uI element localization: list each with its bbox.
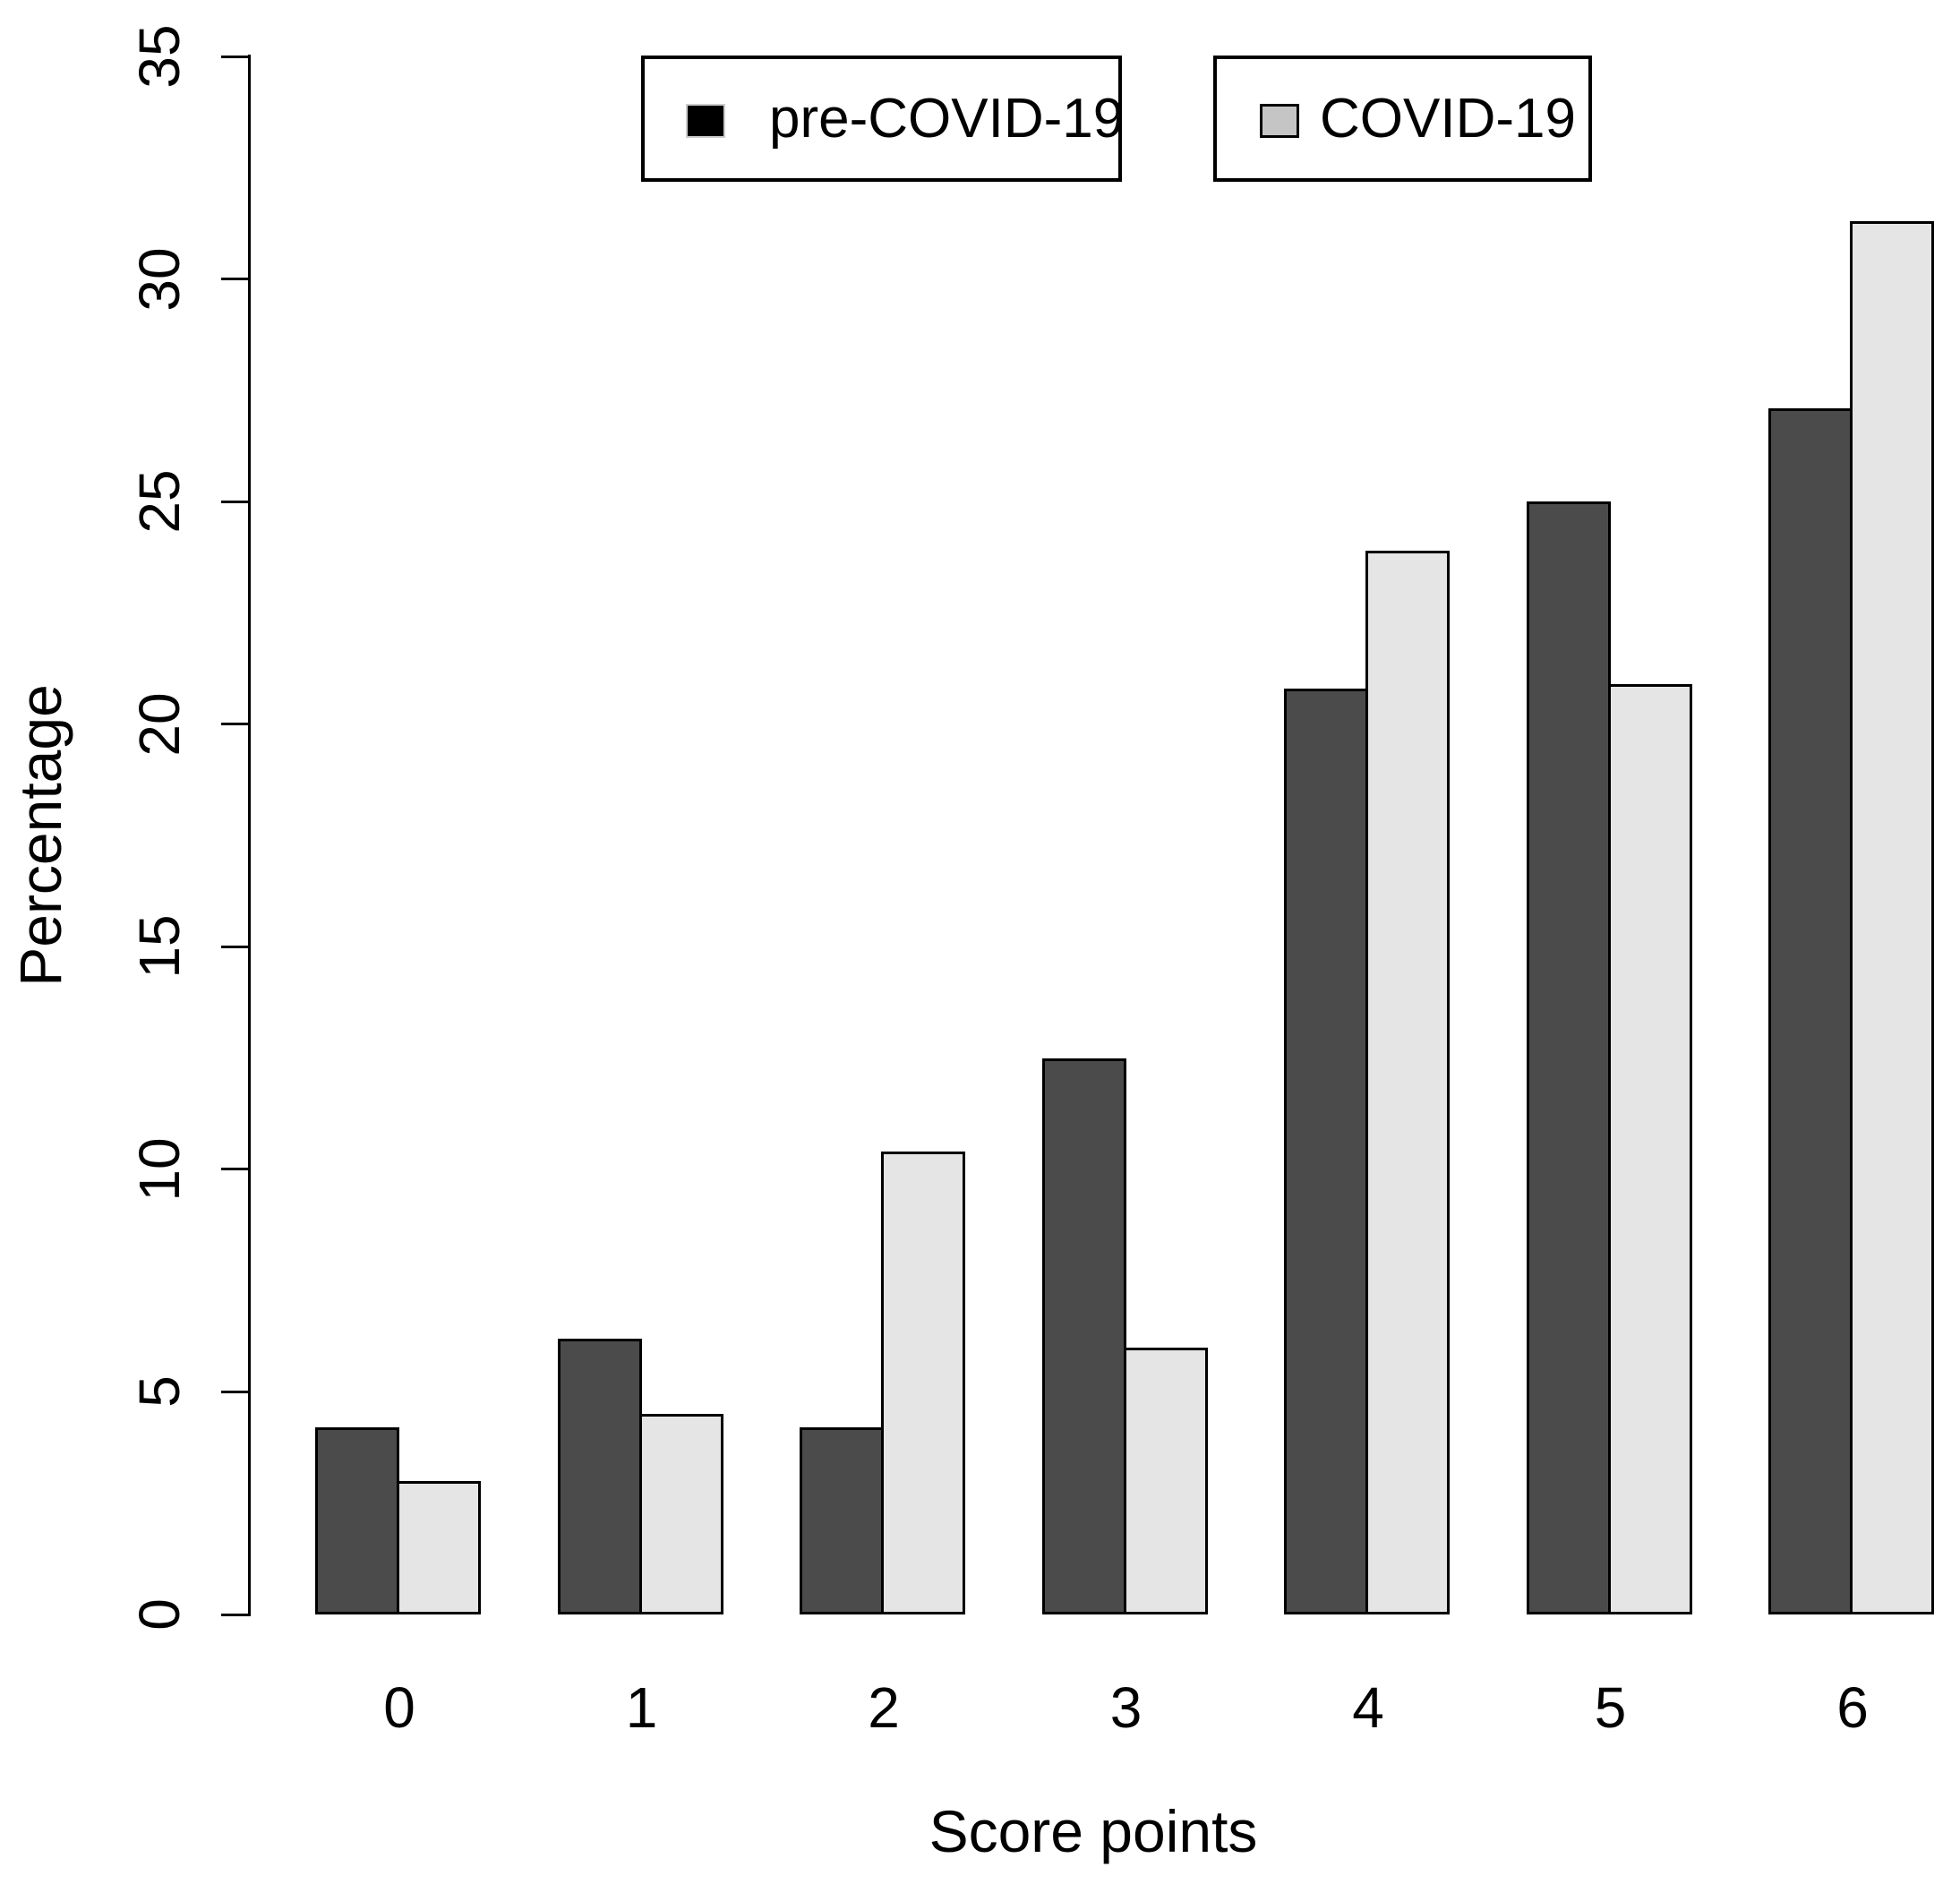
- y-axis-tick-15: [221, 945, 251, 948]
- bar-pre-COVID-19-score-1: [557, 1338, 642, 1614]
- x-tick-label-0: 0: [383, 1675, 415, 1740]
- bar-pre-COVID-19-score-5: [1526, 501, 1611, 1614]
- legend-label-covid: COVID-19: [1320, 88, 1576, 150]
- y-axis-tick-5: [221, 1390, 251, 1393]
- legend-box-pre-covid: pre-COVID-19: [641, 56, 1125, 182]
- y-tick-label-35: 35: [127, 24, 192, 89]
- y-axis-tick-35: [221, 55, 251, 58]
- y-tick-label-20: 20: [127, 692, 192, 757]
- y-tick-label-30: 30: [127, 246, 192, 312]
- y-tick-label-10: 10: [127, 1137, 192, 1202]
- bar-COVID-19-score-1: [638, 1414, 723, 1614]
- y-axis-line: [248, 55, 251, 1616]
- legend-box-covid: COVID-19: [1213, 56, 1592, 182]
- y-tick-label-0: 0: [127, 1598, 192, 1631]
- y-tick-label-15: 15: [127, 914, 192, 979]
- x-tick-label-3: 3: [1109, 1675, 1143, 1740]
- y-axis-tick-10: [221, 1168, 251, 1171]
- x-axis-title: Score points: [929, 1798, 1258, 1864]
- bar-pre-COVID-19-score-3: [1041, 1058, 1126, 1614]
- bar-pre-COVID-19-score-4: [1284, 688, 1368, 1614]
- bar-pre-COVID-19-score-2: [800, 1427, 884, 1614]
- legend-label-pre-covid: pre-COVID-19: [769, 88, 1125, 150]
- y-axis-title: Percentage: [7, 684, 73, 987]
- y-tick-label-5: 5: [127, 1375, 192, 1409]
- x-tick-label-4: 4: [1352, 1675, 1384, 1740]
- bar-COVID-19-score-2: [881, 1151, 965, 1614]
- bar-COVID-19-score-6: [1850, 220, 1934, 1614]
- x-tick-label-6: 6: [1836, 1675, 1869, 1740]
- y-axis-tick-25: [221, 500, 251, 503]
- bar-COVID-19-score-5: [1607, 683, 1692, 1614]
- bar-pre-COVID-19-score-0: [315, 1427, 399, 1614]
- bar-COVID-19-score-0: [397, 1480, 481, 1614]
- bar-COVID-19-score-3: [1123, 1347, 1208, 1614]
- x-tick-label-5: 5: [1594, 1675, 1627, 1740]
- bar-pre-COVID-19-score-6: [1768, 407, 1853, 1614]
- legend-swatch-pre-covid-icon: [686, 104, 725, 138]
- bar-COVID-19-score-4: [1365, 550, 1450, 1614]
- y-axis-tick-30: [221, 278, 251, 281]
- x-tick-label-1: 1: [625, 1675, 658, 1740]
- y-axis-tick-0: [221, 1613, 251, 1616]
- legend-swatch-covid-icon: [1260, 104, 1299, 138]
- x-tick-label-2: 2: [868, 1675, 900, 1740]
- y-tick-label-25: 25: [127, 469, 192, 534]
- y-axis-tick-20: [221, 723, 251, 726]
